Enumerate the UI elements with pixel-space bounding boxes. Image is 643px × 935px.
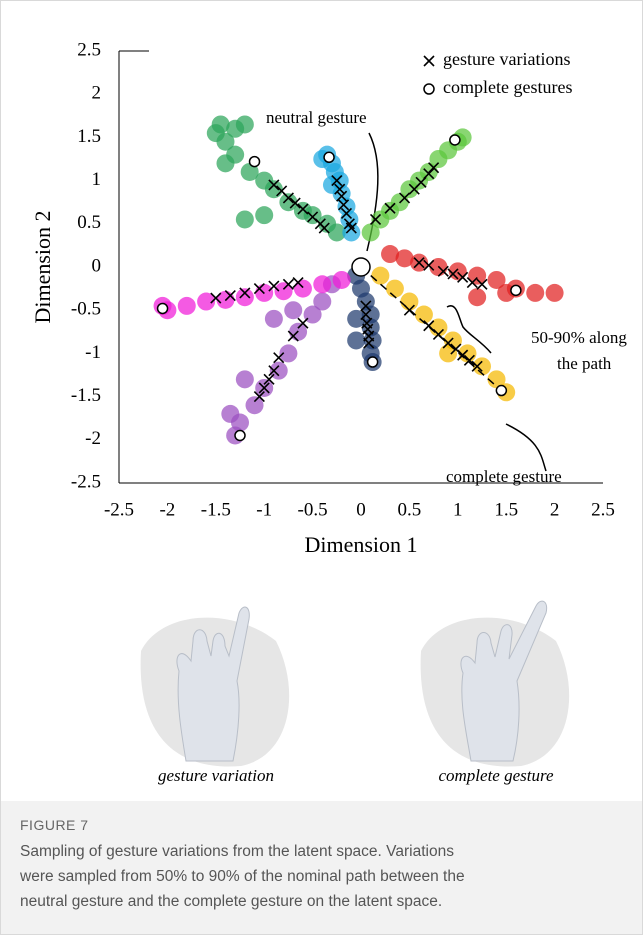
cluster-point — [178, 297, 196, 315]
x-tick-label: -2 — [159, 499, 175, 520]
cluster-point — [386, 280, 404, 298]
circle-marker — [235, 430, 245, 440]
annotation-leader — [506, 424, 546, 471]
cross-marker — [424, 56, 434, 66]
caption-line: Sampling of gesture variations from the … — [20, 843, 454, 861]
caption-area: FIGURE 7 Sampling of gesture variations … — [1, 801, 642, 934]
y-tick-label: 1 — [92, 169, 102, 190]
cluster-point — [449, 262, 467, 280]
x-tick-label: -0.5 — [298, 499, 328, 520]
cluster-point — [236, 370, 254, 388]
x-tick-label: 0.5 — [398, 499, 422, 520]
legend-label: complete gestures — [443, 77, 572, 97]
cluster-point — [216, 154, 234, 172]
annotation: neutral gesture — [266, 108, 367, 127]
x-tick-label: 1 — [453, 499, 463, 520]
image-caption: gesture variation — [158, 766, 274, 785]
cluster-point — [265, 310, 283, 328]
caption-line: were sampled from 50% to 90% of the nomi… — [20, 868, 465, 886]
y-tick-label: -1.5 — [71, 385, 101, 406]
circle-marker — [450, 135, 460, 145]
figure: neutral gesture 50-90% along the path co… — [0, 0, 643, 935]
x-axis-label: Dimension 1 — [304, 532, 417, 557]
cluster-point — [546, 284, 564, 302]
caption-line: neutral gesture and the complete gesture… — [20, 893, 442, 911]
cluster-point — [371, 267, 389, 285]
cluster-point — [400, 293, 418, 311]
cluster-point — [221, 405, 239, 423]
neutral-point — [352, 258, 370, 276]
cluster-point — [347, 331, 365, 349]
hand-images — [141, 601, 570, 766]
chart: neutral gesture 50-90% along the path co… — [1, 1, 642, 801]
cluster-point — [284, 301, 302, 319]
x-tick-label: 0 — [356, 499, 366, 520]
y-tick-label: 1.5 — [77, 126, 101, 147]
cluster-point — [526, 284, 544, 302]
annotation: 50-90% along — [531, 328, 627, 347]
x-tick-label: -2.5 — [104, 499, 134, 520]
x-tick-label: -1.5 — [201, 499, 231, 520]
y-axis-label: Dimension 2 — [30, 210, 55, 323]
annotation: the path — [557, 354, 612, 373]
y-tick-label: -2 — [85, 428, 101, 449]
cluster-point — [236, 115, 254, 133]
cluster-point — [207, 124, 225, 142]
figure-label: FIGURE 7 — [20, 817, 89, 833]
circle-marker — [368, 357, 378, 367]
circle-marker — [496, 386, 506, 396]
circle-marker — [158, 303, 168, 313]
cluster-point — [468, 288, 486, 306]
x-tick-label: 2 — [550, 499, 560, 520]
plot-area — [154, 115, 564, 444]
x-tick-label: 1.5 — [494, 499, 518, 520]
image-caption: complete gesture — [438, 766, 553, 785]
cluster-point — [294, 280, 312, 298]
y-tick-label: 2 — [92, 83, 102, 104]
cluster-point — [236, 210, 254, 228]
x-tick-label: -1 — [256, 499, 272, 520]
cluster-point — [333, 271, 351, 289]
y-tick-label: -2.5 — [71, 471, 101, 492]
y-tick-label: -1 — [85, 342, 101, 363]
cluster-point — [255, 206, 273, 224]
cluster-point — [313, 275, 331, 293]
x-tick-label: 2.5 — [591, 499, 615, 520]
cluster-point — [236, 288, 254, 306]
y-tick-label: 2.5 — [77, 39, 101, 60]
y-tick-label: 0.5 — [77, 212, 101, 233]
circle-marker — [511, 285, 521, 295]
legend-label: gesture variations — [443, 49, 570, 69]
y-tick-label: -0.5 — [71, 299, 101, 320]
y-tick-label: 0 — [92, 255, 102, 276]
circle-marker — [324, 152, 334, 162]
circle-marker — [424, 84, 434, 94]
circle-marker — [250, 157, 260, 167]
